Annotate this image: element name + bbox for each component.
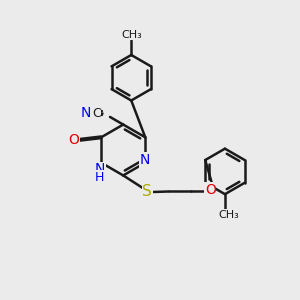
Text: H: H bbox=[95, 171, 105, 184]
Text: CH₃: CH₃ bbox=[219, 210, 239, 220]
Text: N: N bbox=[95, 162, 105, 176]
Text: O: O bbox=[205, 183, 216, 197]
Text: CH₃: CH₃ bbox=[121, 30, 142, 40]
Text: N: N bbox=[140, 153, 150, 167]
Text: S: S bbox=[142, 184, 152, 199]
Text: C: C bbox=[92, 107, 101, 120]
Text: N: N bbox=[81, 106, 91, 120]
Text: O: O bbox=[68, 133, 79, 147]
